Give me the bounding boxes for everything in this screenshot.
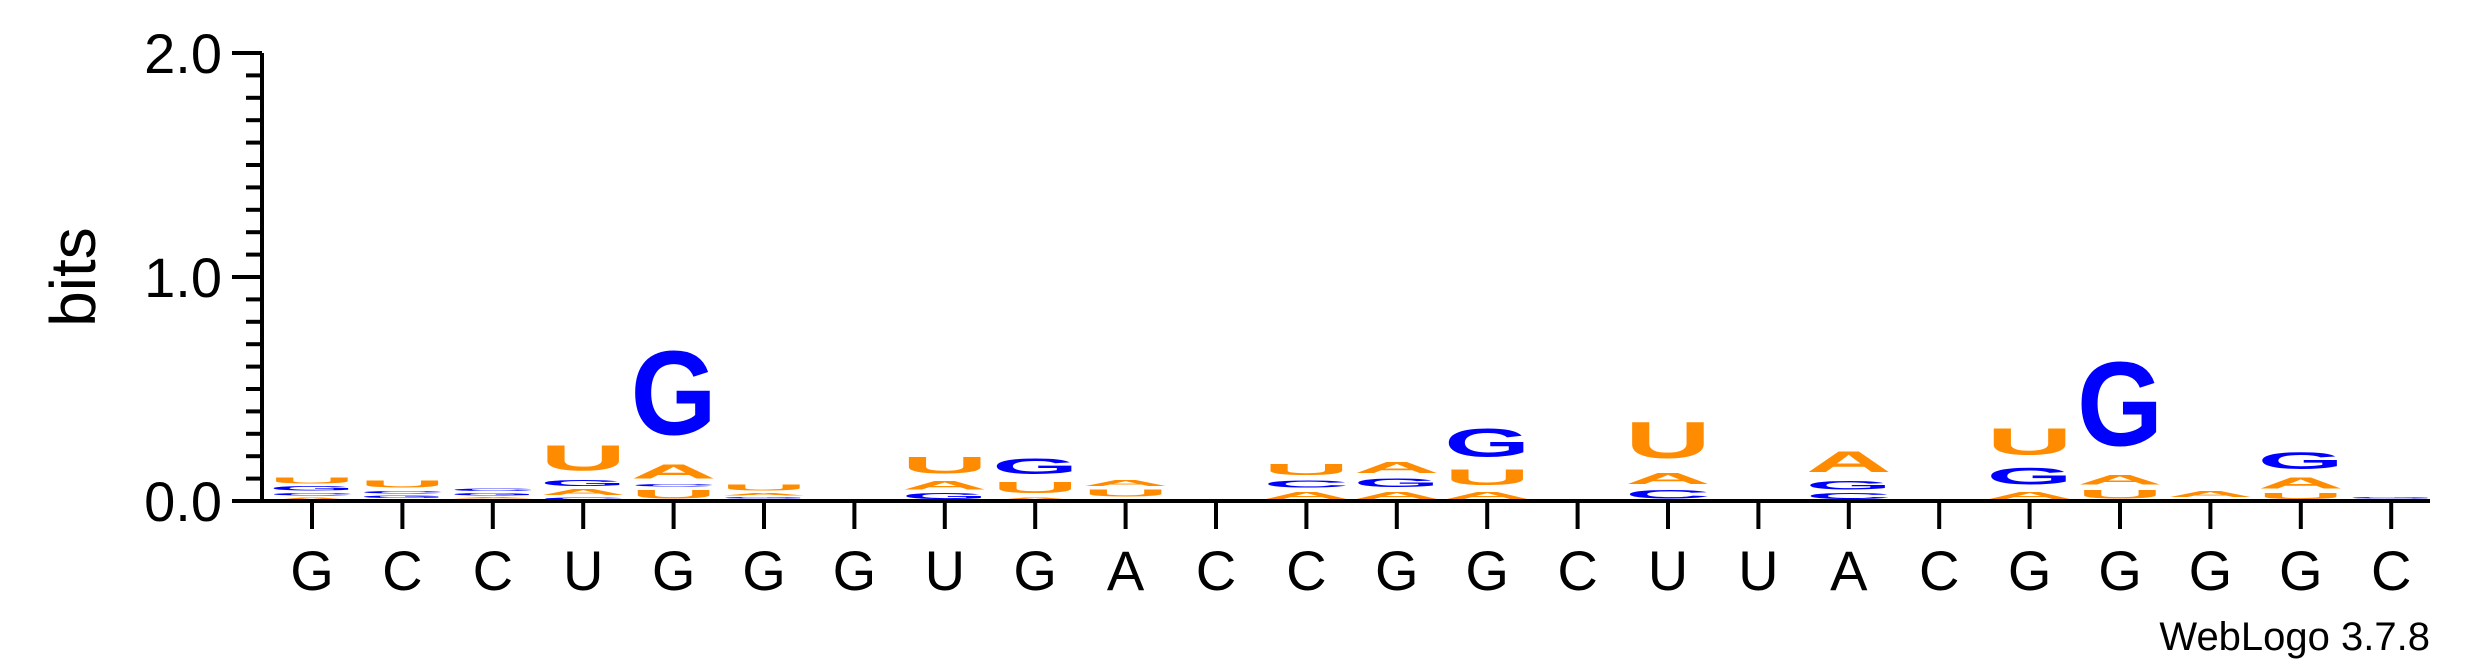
logo-glyph-a: A [540,488,626,497]
logo-glyph-g: G [359,494,445,499]
x-tick-label: G [742,539,786,602]
logo-glyph-u: U [721,483,807,492]
logo-glyph-c: C [540,497,626,501]
logo-glyph-u: U [1625,412,1711,470]
x-tick-label: G [2008,539,2052,602]
y-ticks: 0.0 1.0 2.0 [144,22,262,533]
logo-glyph-u: U [992,479,1078,497]
logo-glyph-c: C [269,492,355,496]
logo-glyph-g: G [721,497,807,499]
logo-glyph-c: C [1263,479,1349,490]
logo-glyph-g: G [2348,497,2434,499]
logo-glyph-a: A [2167,490,2253,499]
logo-glyph-g: G [1806,479,1892,492]
x-tick-label: G [1013,539,1057,602]
logo-glyph-a: A [1354,490,1440,501]
logo-glyph-u: U [2077,487,2163,500]
x-tick-label: C [2371,539,2411,602]
logo-glyph-a: A [902,478,988,491]
logo-glyph-g: G [540,479,626,488]
x-tick-label: C [382,539,422,602]
y-tick-label: 0.0 [144,470,222,533]
x-tick-label: G [290,539,334,602]
logo-glyph-u: U [902,452,988,479]
logo-glyph-a: A [1625,470,1711,488]
logo-glyph-u: U [631,487,717,500]
x-tick-label: G [2189,539,2233,602]
logo-glyph-a: A [450,497,536,499]
logo-glyph-c: C [631,483,717,487]
logo-glyph-a: A [1806,445,1892,479]
y-tick-label: 2.0 [144,22,222,85]
logo-glyph-a: A [631,461,717,483]
logo-glyph-c: C [1806,492,1892,501]
y-tick-label: 1.0 [144,246,222,309]
x-tick-label: G [2279,539,2323,602]
x-tick-label: U [1738,539,1778,602]
logo-glyph-a: A [269,497,355,501]
logo-glyph-g: G [992,454,1078,479]
logo-glyph-g: G [1354,476,1440,489]
x-tick-label: C [473,539,513,602]
x-tick-label: G [833,539,877,602]
logo-glyph-a: A [1987,490,2073,501]
logo-glyph-g: G [902,492,988,501]
logo-glyph-a: A [2258,474,2344,492]
x-tick-label: G [2098,539,2142,602]
logo-glyph-a: A [992,497,1078,501]
x-tick-label: C [1286,539,1326,602]
logo-glyph-g: G [269,485,355,492]
x-tick-label: U [563,539,603,602]
logo-glyph-a: A [2077,472,2163,488]
weblogo-credit: WebLogo 3.7.8 [2159,615,2430,659]
logo-glyph-c: C [450,488,536,492]
logo-glyph-a: A [1263,490,1349,501]
x-tick-label: C [1196,539,1236,602]
logo-glyph-u: U [540,438,626,479]
logo-glyph-u: U [1083,488,1169,499]
logo-glyph-u: U [1444,465,1530,490]
logo-glyph-g: G [631,327,717,460]
logo-glyph-g: G [450,492,536,497]
logo-glyph-g: G [1444,420,1530,465]
logo-glyphs: ACGUAGCUUAGCCAGUUCAGCGAUGAUAUGCUAACUAGAA… [269,327,2434,501]
x-tick-label: C [1919,539,1959,602]
x-tick-label: U [1648,539,1688,602]
x-tick-label: G [652,539,696,602]
logo-glyph-c: C [359,490,445,494]
x-tick-label: G [1465,539,1509,602]
x-tick-label: A [1830,539,1868,602]
logo-glyph-u: U [359,479,445,490]
y-axis-label: bits [37,227,109,327]
logo-glyph-a: A [1444,490,1530,501]
logo-glyph-a: A [1354,459,1440,477]
logo-glyph-a: A [1083,479,1169,488]
x-tick-label: G [1375,539,1419,602]
logo-glyph-g: G [1987,463,2073,490]
x-tick-label: C [1557,539,1597,602]
logo-glyph-g: G [2077,338,2163,471]
logo-glyph-c: C [1625,487,1711,500]
logo-glyph-u: U [269,476,355,485]
logo-glyph-g: G [2258,447,2344,474]
x-tick-label: U [925,539,965,602]
logo-glyph-u: U [1987,420,2073,463]
logo-glyph-a: A [721,492,807,496]
logo-glyph-u: U [1263,461,1349,479]
logo-glyph-u: U [2258,492,2344,501]
x-tick-label: A [1107,539,1145,602]
